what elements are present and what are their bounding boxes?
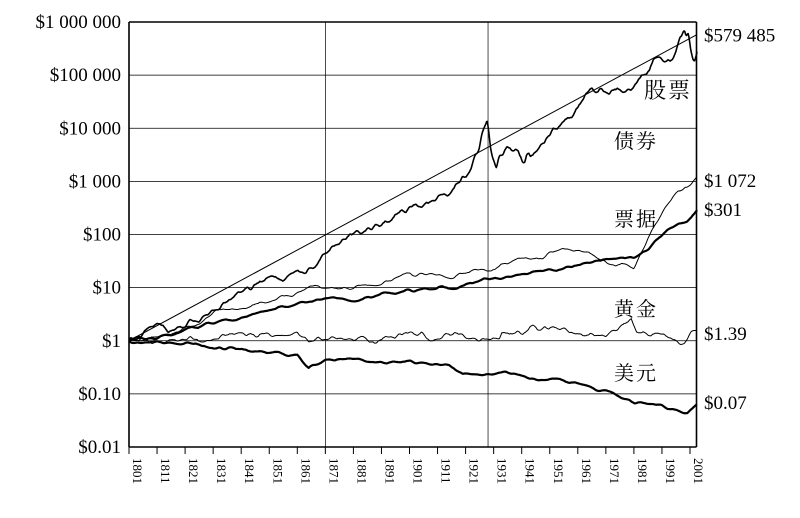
svg-text:$1.39: $1.39	[704, 324, 747, 345]
svg-text:黄金: 黄金	[614, 293, 658, 322]
svg-text:股票: 股票	[644, 74, 692, 105]
svg-text:1841: 1841	[242, 458, 257, 484]
svg-text:1851: 1851	[270, 458, 285, 484]
svg-text:1891: 1891	[382, 458, 397, 484]
svg-text:美元: 美元	[614, 357, 658, 386]
svg-text:1991: 1991	[663, 458, 678, 484]
svg-text:2001: 2001	[691, 458, 706, 484]
svg-text:$10: $10	[93, 278, 122, 299]
svg-text:1951: 1951	[551, 458, 566, 484]
svg-text:1961: 1961	[579, 458, 594, 484]
svg-text:$1 000 000: $1 000 000	[36, 12, 122, 33]
svg-text:1821: 1821	[186, 458, 201, 484]
svg-text:1801: 1801	[130, 458, 145, 484]
svg-text:$100: $100	[83, 225, 121, 246]
svg-text:$1: $1	[102, 331, 121, 352]
svg-text:1931: 1931	[495, 458, 510, 484]
svg-text:1941: 1941	[523, 458, 538, 484]
svg-text:1861: 1861	[298, 458, 313, 484]
svg-text:$301: $301	[704, 200, 742, 221]
svg-text:债券: 债券	[614, 125, 658, 154]
svg-text:1971: 1971	[607, 458, 622, 484]
svg-text:票据: 票据	[614, 203, 658, 232]
svg-text:$1 072: $1 072	[704, 171, 756, 192]
svg-text:1871: 1871	[326, 458, 341, 484]
svg-text:$100 000: $100 000	[50, 65, 121, 86]
svg-text:1831: 1831	[214, 458, 229, 484]
svg-text:$0.01: $0.01	[78, 437, 121, 458]
svg-text:$10 000: $10 000	[59, 118, 121, 139]
svg-text:1981: 1981	[635, 458, 650, 484]
svg-text:1881: 1881	[354, 458, 369, 484]
svg-text:$0.07: $0.07	[704, 393, 747, 414]
svg-text:$579 485: $579 485	[704, 26, 775, 47]
svg-text:$0.10: $0.10	[78, 384, 121, 405]
svg-text:1901: 1901	[411, 458, 426, 484]
svg-text:$1 000: $1 000	[69, 171, 121, 192]
svg-text:1811: 1811	[158, 458, 173, 484]
svg-text:1911: 1911	[439, 458, 454, 484]
svg-text:1921: 1921	[467, 458, 482, 484]
